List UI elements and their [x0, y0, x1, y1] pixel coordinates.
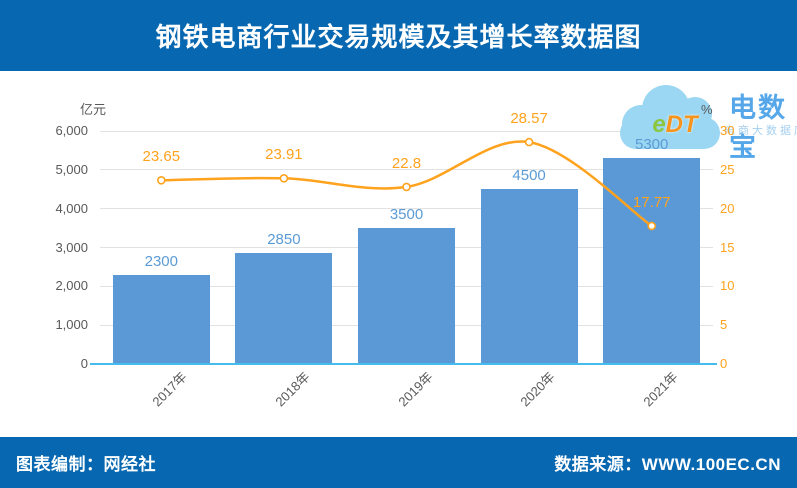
footer-source: 数据来源：WWW.100EC.CN: [554, 455, 781, 474]
left-axis-tick: 0: [80, 356, 88, 371]
line-value-label: 23.91: [265, 146, 303, 164]
x-axis-label: 2020年: [517, 369, 558, 410]
left-axis-tick: 5,000: [55, 161, 88, 177]
left-axis-tick: 2,000: [55, 278, 88, 294]
x-axis-label: 2021年: [640, 369, 681, 410]
right-axis-tick: 15: [720, 239, 735, 255]
logo-letters-dt: DT: [665, 111, 698, 138]
right-axis-tick: 25: [720, 161, 735, 177]
bar: [358, 228, 455, 364]
bar: [112, 274, 210, 364]
line-value-label: 22.8: [391, 154, 422, 172]
x-axis-label: 2017年: [149, 369, 191, 410]
bar-value-label: 5300: [635, 136, 669, 154]
right-axis-unit-label: %: [701, 102, 713, 117]
chart-title: 钢铁电商行业交易规模及其增长率数据图: [155, 22, 642, 52]
bar-value-label: 3500: [389, 206, 424, 224]
labels-layer: 6,000 5,000 4,000 3,000 2,000 1,000 0 30 25 20 15 1…: [0, 71, 797, 437]
chart-area: 亿元 % eDT 电数宝 电商大数据库 6,000 5,000 4,000 3,000…: [0, 71, 797, 437]
logo-letter-e: e: [652, 111, 666, 138]
x-axis-label: 2019年: [394, 369, 436, 410]
right-axis-tick: 10: [720, 278, 735, 294]
grid-line: [100, 131, 713, 132]
right-axis-tick: 30: [720, 123, 735, 138]
bar-value-label: 4500: [512, 167, 546, 185]
left-axis-tick: 4,000: [55, 200, 88, 216]
left-axis-unit-label: 亿元: [80, 102, 107, 117]
right-axis-tick: 20: [720, 200, 735, 216]
x-axis-label: 2018年: [272, 369, 313, 410]
bars-layer: [0, 71, 797, 437]
right-axis-tick: 5: [720, 317, 728, 333]
left-axis-tick: 6,000: [55, 123, 88, 138]
left-axis-tick: 1,000: [55, 317, 88, 333]
right-axis-tick: 0: [720, 356, 728, 371]
bar: [235, 253, 333, 364]
cloud-logo-text: eDT: [632, 111, 718, 139]
bar-value-label: 2850: [267, 231, 301, 249]
line-value-label: 23.65: [142, 148, 181, 166]
bar-value-label: 2300: [144, 252, 178, 270]
line-value-label: 28.57: [510, 110, 548, 128]
watermark-brand-subtitle: 电商大数据库: [724, 125, 797, 137]
footer-credit: 图表编制：网经社: [16, 455, 156, 474]
watermark-brand-name: 电数宝: [729, 93, 787, 162]
title-bar: 钢铁电商行业交易规模及其增长率数据图: [0, 0, 797, 71]
x-axis-line: [90, 363, 717, 365]
line-value-label: 17.77: [632, 193, 671, 211]
left-axis-tick: 3,000: [55, 239, 88, 255]
footer-bar: 图表编制：网经社 数据来源：WWW.100EC.CN: [0, 437, 797, 488]
